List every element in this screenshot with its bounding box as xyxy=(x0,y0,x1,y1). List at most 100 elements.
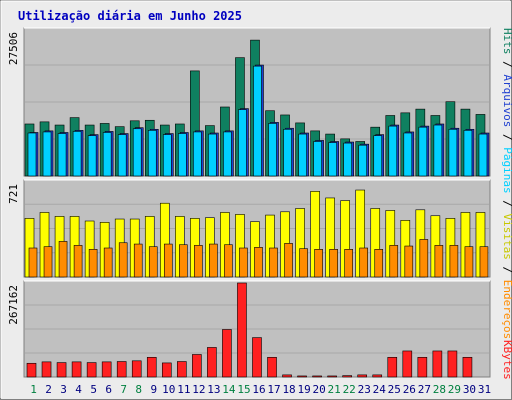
bar-endereços-day-16 xyxy=(254,247,263,278)
bar-kbytes-day-30 xyxy=(462,356,473,378)
bar-páginas-day-28 xyxy=(433,124,443,177)
x-tick-label: 6 xyxy=(105,383,112,396)
bar-páginas-day-25 xyxy=(388,125,398,177)
x-tick-label: 13 xyxy=(207,383,220,396)
bar-páginas-day-6 xyxy=(102,132,112,177)
bar-páginas-day-2 xyxy=(42,131,52,177)
bar-páginas-day-9 xyxy=(147,130,157,177)
x-tick-label: 29 xyxy=(448,383,461,396)
bar-endereços-day-21 xyxy=(329,249,338,278)
x-tick-label: 27 xyxy=(418,383,431,396)
x-tick-label: 22 xyxy=(343,383,356,396)
x-tick-label: 31 xyxy=(478,383,491,396)
bar-endereços-day-6 xyxy=(103,247,113,278)
bar-kbytes-day-4 xyxy=(71,361,82,378)
series-kbytes xyxy=(26,282,473,378)
bar-páginas-day-19 xyxy=(298,133,307,177)
bar-páginas-day-10 xyxy=(162,134,172,177)
x-tick-label: 12 xyxy=(192,383,205,396)
bar-kbytes-day-26 xyxy=(402,350,413,378)
bar-kbytes-day-29 xyxy=(447,350,458,378)
bar-páginas-day-23 xyxy=(358,144,368,177)
x-tick-label: 2 xyxy=(45,383,52,396)
x-tick-label: 25 xyxy=(388,383,401,396)
bar-kbytes-day-1 xyxy=(26,362,37,378)
bar-páginas-day-12 xyxy=(193,131,202,177)
x-tick-label: 8 xyxy=(135,383,142,396)
bar-páginas-day-29 xyxy=(448,128,458,177)
bar-páginas-day-7 xyxy=(117,134,127,177)
x-tick-label: 23 xyxy=(358,383,371,396)
y-max-label: 27506 xyxy=(7,32,20,65)
y-max-label: 267162 xyxy=(7,285,20,325)
legend-item-kbytes: KBytes xyxy=(501,340,512,380)
x-tick-label: 17 xyxy=(267,383,280,396)
bar-endereços-day-1 xyxy=(28,247,38,278)
legend-item-endereços: Endereços xyxy=(501,280,512,340)
bar-endereços-day-20 xyxy=(314,249,323,278)
bar-endereços-day-8 xyxy=(133,243,143,278)
bar-endereços-day-18 xyxy=(284,243,293,278)
bar-endereços-day-19 xyxy=(299,248,308,278)
legend-separator: / xyxy=(501,194,512,214)
bar-páginas-day-16 xyxy=(253,65,262,177)
x-tick-label: 4 xyxy=(75,383,82,396)
x-tick-label: 26 xyxy=(403,383,416,396)
bar-kbytes-day-6 xyxy=(101,361,112,378)
bar-kbytes-day-22 xyxy=(342,375,352,378)
bar-kbytes-day-16 xyxy=(252,337,262,378)
x-tick-label: 18 xyxy=(282,383,295,396)
x-axis-day-labels: 1 2 3 4 5 6 7 8 9 10 11 12 13 14 15 16 17 18 19 20 21 22 23 24 2… xyxy=(30,383,491,396)
bar-endereços-day-15 xyxy=(239,247,248,278)
bar-kbytes-day-20 xyxy=(312,375,322,378)
x-tick-label: 28 xyxy=(433,383,446,396)
bar-endereços-day-12 xyxy=(194,245,203,278)
panel-visits-addresses: 721 xyxy=(7,179,491,278)
bar-kbytes-day-27 xyxy=(417,356,428,378)
legend-separator: / xyxy=(501,55,512,75)
bar-kbytes-day-24 xyxy=(372,374,383,378)
bar-endereços-day-17 xyxy=(269,247,278,278)
bar-páginas-day-15 xyxy=(238,109,247,177)
bar-páginas-day-31 xyxy=(478,133,488,177)
bar-endereços-day-23 xyxy=(359,247,369,278)
bar-páginas-day-4 xyxy=(72,131,82,177)
bar-páginas-day-27 xyxy=(418,126,428,177)
bar-kbytes-day-23 xyxy=(357,374,368,378)
bar-kbytes-day-7 xyxy=(116,361,127,378)
x-tick-label: 30 xyxy=(463,383,476,396)
bar-kbytes-day-19 xyxy=(297,375,307,378)
bar-páginas-day-22 xyxy=(343,142,352,177)
bar-endereços-day-22 xyxy=(344,249,353,278)
bar-páginas-day-5 xyxy=(87,135,97,177)
bar-kbytes-day-13 xyxy=(207,347,217,378)
bar-endereços-day-2 xyxy=(43,246,53,278)
bar-páginas-day-24 xyxy=(373,135,383,177)
series-endereços xyxy=(28,239,489,278)
x-tick-label: 15 xyxy=(237,383,250,396)
x-tick-label: 14 xyxy=(222,383,236,396)
x-tick-label: 24 xyxy=(373,383,387,396)
legend-top: Hits / Arquivos / Páginas / Visitas / En… xyxy=(501,28,512,339)
x-tick-label: 11 xyxy=(177,383,190,396)
bar-kbytes-day-17 xyxy=(267,356,277,378)
bar-kbytes-day-9 xyxy=(146,356,157,378)
panel-hits-files-pages: 27506 xyxy=(7,27,491,177)
bar-kbytes-day-12 xyxy=(192,354,202,378)
bar-páginas-day-26 xyxy=(403,132,413,177)
bar-páginas-day-17 xyxy=(268,123,277,177)
x-tick-label: 19 xyxy=(297,383,310,396)
bar-páginas-day-3 xyxy=(57,133,67,177)
x-tick-label: 5 xyxy=(90,383,97,396)
bar-endereços-day-3 xyxy=(58,241,68,278)
bar-endereços-day-5 xyxy=(88,249,98,278)
x-tick-label: 9 xyxy=(150,383,157,396)
bar-kbytes-day-18 xyxy=(282,374,292,378)
legend-item-hits: Hits xyxy=(501,28,512,55)
bar-kbytes-day-3 xyxy=(56,362,67,378)
bar-kbytes-day-5 xyxy=(86,362,97,378)
bar-kbytes-day-21 xyxy=(327,375,337,378)
chart-title: Utilização diária em Junho 2025 xyxy=(18,9,242,23)
bar-kbytes-day-25 xyxy=(387,356,398,378)
legend-item-páginas: Páginas xyxy=(501,147,512,193)
